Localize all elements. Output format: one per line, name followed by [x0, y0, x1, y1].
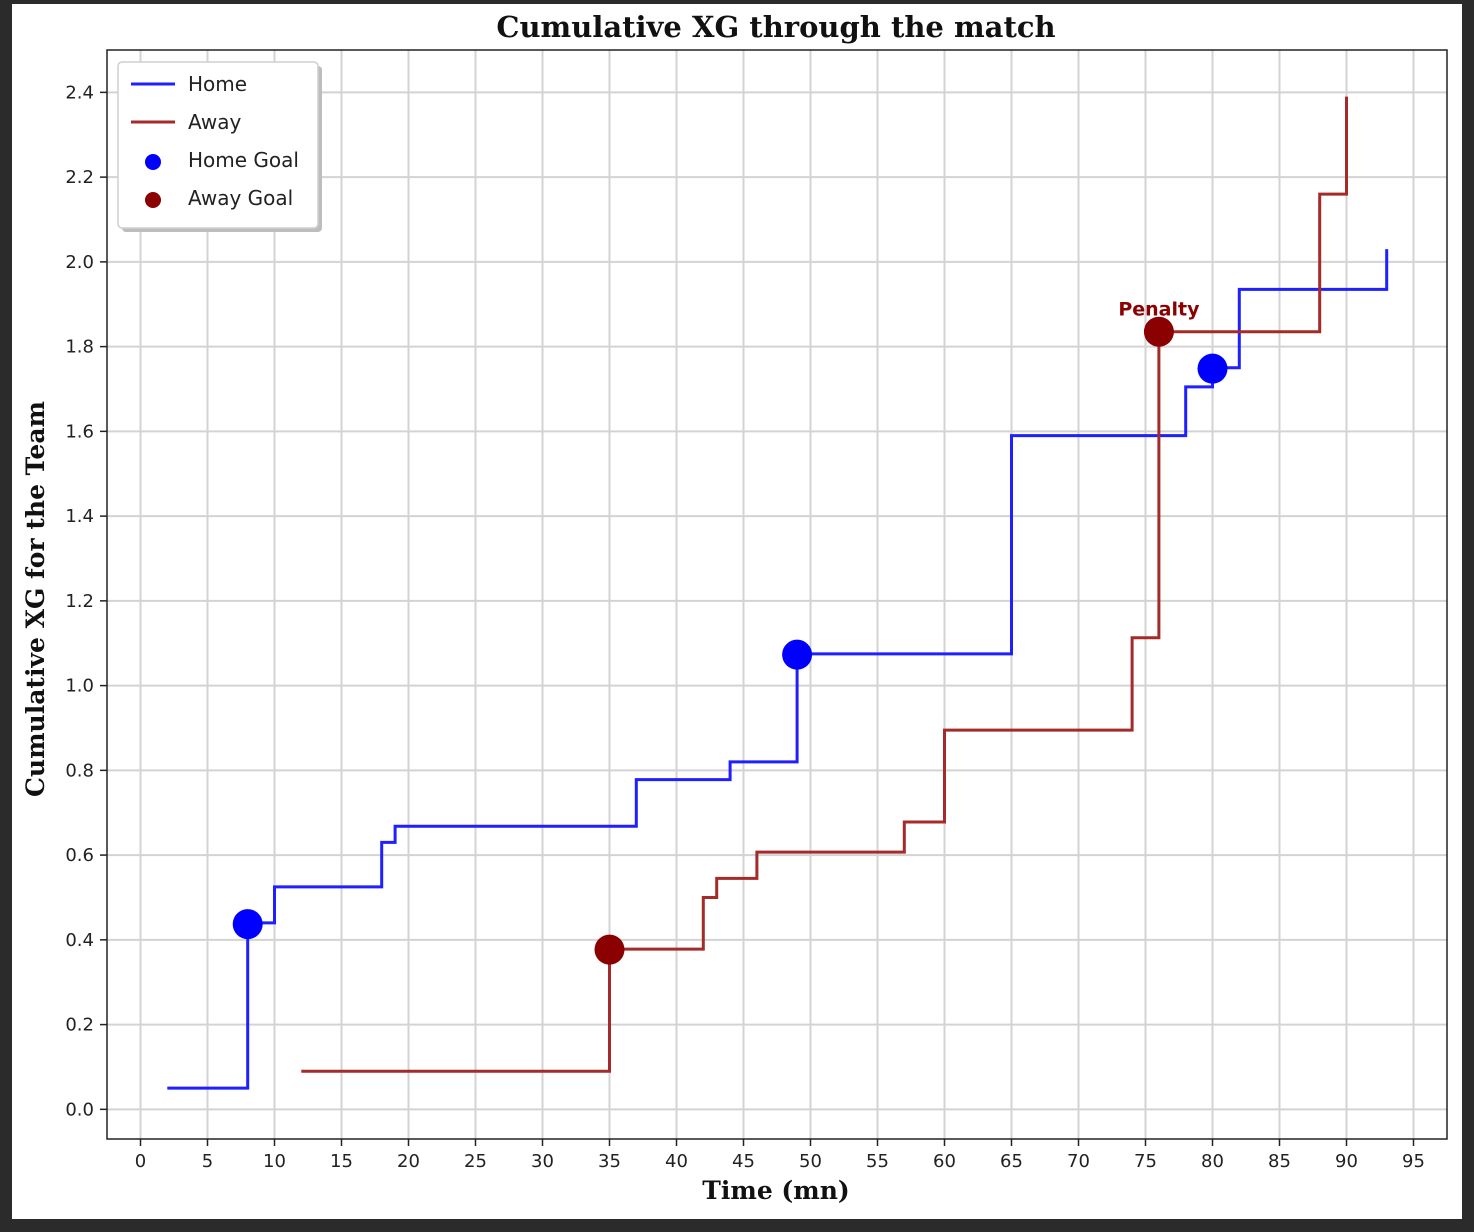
x-tick-label: 80 — [1201, 1151, 1224, 1172]
y-tick-label: 1.6 — [65, 421, 94, 442]
y-tick-label: 1.8 — [65, 337, 94, 358]
x-tick-label: 0 — [135, 1151, 146, 1172]
goals-layer — [232, 316, 1228, 965]
home-goal-marker — [1197, 353, 1228, 384]
y-tick-label: 1.4 — [65, 506, 94, 527]
x-tick-label: 40 — [665, 1151, 688, 1172]
series-line-away — [301, 96, 1348, 1073]
penalty-annotation: Penalty — [1118, 298, 1200, 320]
y-tick-label: 2.4 — [65, 82, 94, 103]
x-tick-label: 15 — [330, 1151, 353, 1172]
chart-figure: Cumulative XG through the match Penalty … — [12, 4, 1462, 1219]
plot-frame — [106, 49, 1448, 1140]
x-axis-label: Time (mn) — [702, 1176, 849, 1205]
x-tick-label: 95 — [1402, 1151, 1425, 1172]
legend-dot-swatch — [145, 192, 161, 208]
x-tick-label: 50 — [799, 1151, 822, 1172]
y-axis-label: Cumulative XG for the Team — [21, 401, 50, 797]
x-tick-label: 10 — [263, 1151, 286, 1172]
annotation-layer: Penalty — [1118, 298, 1200, 320]
y-tick-label: 1.0 — [65, 676, 94, 697]
legend-dot-swatch — [145, 154, 161, 170]
x-tick-label: 55 — [866, 1151, 889, 1172]
axis-ticks: 0 5 10 15 20 25 30 35 40 45 50 55 60 65 70 75 80 85 90 95 0.… — [65, 82, 1425, 1172]
xg-chart: Cumulative XG through the match Penalty … — [21, 10, 1448, 1205]
away-goal-marker — [594, 934, 625, 965]
x-tick-label: 85 — [1268, 1151, 1291, 1172]
y-tick-label: 0.4 — [65, 930, 94, 951]
y-tick-label: 0.0 — [65, 1099, 94, 1120]
x-tick-label: 60 — [933, 1151, 956, 1172]
x-tick-label: 70 — [1067, 1151, 1090, 1172]
y-tick-label: 0.6 — [65, 845, 94, 866]
legend: Home Away Home Goal Away Goal — [117, 61, 322, 232]
x-tick-label: 5 — [202, 1151, 213, 1172]
x-tick-label: 30 — [531, 1151, 554, 1172]
x-tick-label: 25 — [464, 1151, 487, 1172]
legend-label: Home — [188, 72, 247, 96]
home-goal-marker — [782, 639, 813, 670]
x-tick-label: 20 — [397, 1151, 420, 1172]
chart-title: Cumulative XG through the match — [496, 10, 1055, 44]
y-tick-label: 2.0 — [65, 252, 94, 273]
x-tick-label: 35 — [598, 1151, 621, 1172]
legend-label: Away Goal — [188, 186, 293, 210]
x-tick-label: 90 — [1335, 1151, 1358, 1172]
y-tick-label: 0.2 — [65, 1015, 94, 1036]
y-tick-label: 1.2 — [65, 591, 94, 612]
legend-label: Home Goal — [188, 148, 299, 172]
away-goal-marker — [1143, 316, 1174, 347]
legend-box — [117, 61, 319, 229]
y-tick-label: 2.2 — [65, 167, 94, 188]
legend-label: Away — [188, 110, 241, 134]
x-tick-label: 75 — [1134, 1151, 1157, 1172]
home-goal-marker — [232, 909, 263, 940]
y-tick-label: 0.8 — [65, 760, 94, 781]
x-tick-label: 45 — [732, 1151, 755, 1172]
x-tick-label: 65 — [1000, 1151, 1023, 1172]
